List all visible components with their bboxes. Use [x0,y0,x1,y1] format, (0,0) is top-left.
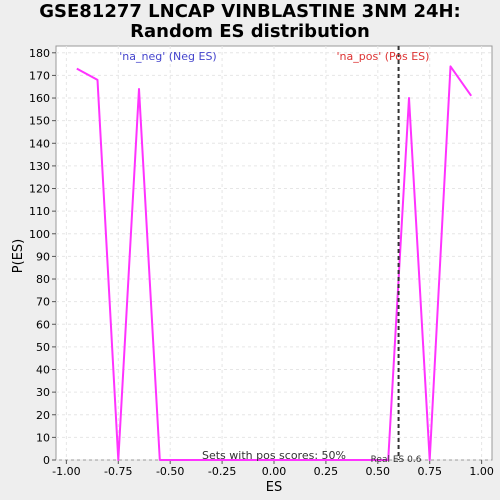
chart-title-line-2: Random ES distribution [130,21,370,42]
sets-pos-scores-label: Sets with pos scores: 50% [202,449,346,462]
y-axis-label: P(ES) [11,239,26,273]
series-layer [76,65,473,461]
x-tick-label: -0.50 [156,465,184,478]
y-tick-label: 0 [43,454,50,467]
y-tick-label: 20 [36,409,50,422]
y-tick-label: 150 [29,115,50,128]
series-line [76,65,473,461]
x-axis: -1.00 -0.75 -0.50 -0.25 0.00 0.25 0.50 0.75 1.00 [52,460,494,478]
chart-title-line-1: GSE81277 LNCAP VINBLASTINE 3NM 24H: [39,1,461,22]
y-tick-label: 170 [29,69,50,82]
pos-es-label: 'na_pos' (Pos ES) [337,50,430,63]
y-tick-label: 10 [36,431,50,444]
x-tick-label: 0.75 [417,465,442,478]
real-es-label: Real ES 0.6 [371,455,422,465]
x-tick-label: 0.50 [366,465,391,478]
y-tick-label: 160 [29,92,50,105]
y-tick-label: 60 [36,318,50,331]
neg-es-label: 'na_neg' (Neg ES) [119,50,216,63]
y-tick-label: 80 [36,273,50,286]
y-tick-label: 30 [36,386,50,399]
y-tick-label: 50 [36,341,50,354]
y-tick-label: 70 [36,296,50,309]
y-tick-label: 100 [29,228,50,241]
x-tick-label: 1.00 [469,465,494,478]
y-tick-label: 120 [29,183,50,196]
x-tick-label: -0.75 [104,465,132,478]
y-tick-label: 90 [36,250,50,263]
chart-title: GSE81277 LNCAP VINBLASTINE 3NM 24H: Rand… [0,2,500,42]
y-axis: 0 10 20 30 40 50 60 70 80 90 100 110 120 130 140 150 160… [29,47,56,467]
y-tick-label: 130 [29,160,50,173]
x-tick-label: -1.00 [52,465,80,478]
x-tick-label: 0.25 [314,465,339,478]
x-tick-label: 0.00 [262,465,287,478]
x-tick-label: -0.25 [208,465,236,478]
y-tick-label: 140 [29,137,50,150]
y-tick-label: 40 [36,364,50,377]
y-tick-label: 180 [29,47,50,60]
y-tick-label: 110 [29,205,50,218]
x-axis-label: ES [266,480,282,495]
